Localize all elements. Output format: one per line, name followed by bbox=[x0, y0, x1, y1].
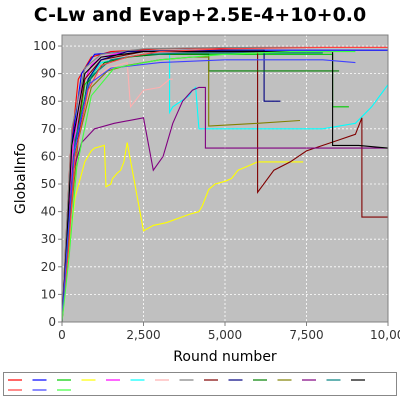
x-axis-label: Round number bbox=[173, 349, 277, 365]
series-line-17 bbox=[61, 59, 356, 323]
plot-background bbox=[62, 35, 388, 322]
y-tick-label: 80 bbox=[41, 94, 56, 108]
series-line-4 bbox=[61, 142, 304, 323]
series-line-18 bbox=[61, 51, 356, 323]
y-tick-label: 20 bbox=[41, 260, 56, 274]
x-tick-label: 10,00 bbox=[370, 328, 400, 342]
chart-title: C-Lw and Evap+2.5E-4+10+0.0 bbox=[33, 4, 367, 26]
x-tick-label: 5,000 bbox=[208, 328, 242, 342]
series-line-9 bbox=[61, 51, 388, 323]
y-tick-label: 10 bbox=[41, 287, 56, 301]
series-line-8 bbox=[61, 46, 388, 323]
y-tick-label: 90 bbox=[41, 67, 56, 81]
legend bbox=[3, 372, 397, 396]
x-tick-label: 7,500 bbox=[289, 328, 323, 342]
series-line-15 bbox=[61, 51, 389, 323]
y-tick-label: 60 bbox=[41, 149, 56, 163]
series-line-13 bbox=[61, 86, 388, 323]
x-tick-label: 2,500 bbox=[126, 328, 160, 342]
y-axis-label: GlobalInfo bbox=[13, 143, 29, 214]
plot-border bbox=[61, 34, 389, 323]
x-tick-label: 0 bbox=[58, 328, 66, 342]
y-tick-label: 50 bbox=[41, 177, 56, 191]
y-tick-label: 40 bbox=[41, 205, 56, 219]
y-tick-label: 70 bbox=[41, 122, 56, 136]
series-line-16 bbox=[61, 46, 388, 323]
y-tick-label: 0 bbox=[48, 315, 56, 329]
y-tick-label: 30 bbox=[41, 232, 56, 246]
y-tick-label: 100 bbox=[33, 39, 56, 53]
